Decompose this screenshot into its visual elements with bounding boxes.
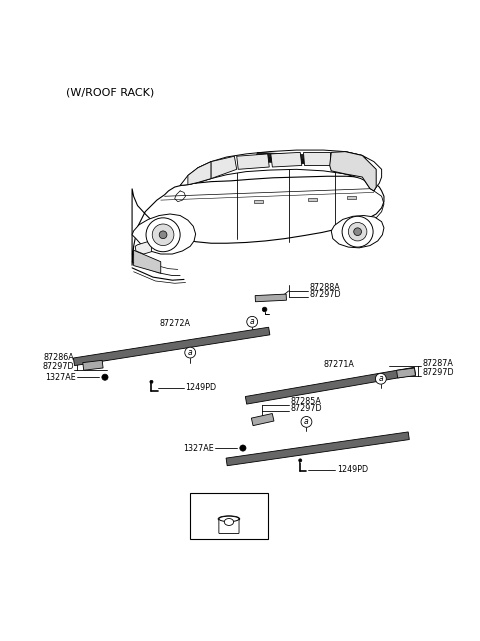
Polygon shape (211, 156, 237, 179)
Polygon shape (132, 214, 196, 254)
Polygon shape (255, 294, 287, 302)
Ellipse shape (219, 516, 239, 522)
Text: 87297D: 87297D (42, 362, 74, 371)
Polygon shape (188, 162, 211, 185)
Text: 87297D: 87297D (423, 368, 455, 377)
Polygon shape (133, 250, 161, 273)
Text: a: a (188, 348, 192, 357)
Circle shape (194, 495, 205, 506)
Circle shape (247, 317, 258, 327)
Circle shape (301, 417, 312, 428)
Text: a: a (197, 497, 202, 506)
Circle shape (102, 374, 108, 380)
Polygon shape (330, 152, 376, 191)
FancyBboxPatch shape (219, 518, 239, 533)
Text: 87272A: 87272A (159, 319, 190, 328)
Polygon shape (254, 200, 263, 203)
Circle shape (375, 373, 386, 384)
Text: 1327AE: 1327AE (45, 372, 75, 382)
Circle shape (240, 445, 246, 451)
Text: 1249PD: 1249PD (337, 465, 369, 474)
Polygon shape (226, 432, 409, 466)
Circle shape (299, 459, 302, 462)
Text: 87287A: 87287A (423, 359, 454, 368)
Polygon shape (331, 215, 384, 248)
Text: 87288A: 87288A (310, 283, 340, 292)
Text: a: a (250, 317, 254, 326)
Polygon shape (252, 157, 364, 166)
Polygon shape (73, 327, 270, 365)
Text: 87297D: 87297D (310, 290, 341, 299)
Text: 87271A: 87271A (324, 360, 354, 369)
Polygon shape (347, 196, 356, 199)
Polygon shape (308, 198, 317, 201)
Circle shape (354, 228, 361, 235)
Text: 1249PD: 1249PD (186, 383, 216, 392)
Polygon shape (252, 413, 274, 426)
Polygon shape (245, 367, 416, 404)
Text: a: a (379, 374, 383, 383)
Polygon shape (396, 368, 416, 378)
Polygon shape (83, 360, 103, 370)
Text: a: a (304, 417, 309, 426)
Text: 1327AE: 1327AE (183, 444, 214, 453)
Text: (W/ROOF RACK): (W/ROOF RACK) (66, 88, 155, 97)
Circle shape (348, 222, 367, 241)
Text: 87297D: 87297D (290, 404, 322, 413)
Text: 87285A: 87285A (290, 397, 321, 406)
Polygon shape (302, 153, 330, 165)
Circle shape (159, 231, 167, 238)
Circle shape (342, 216, 373, 247)
Circle shape (146, 218, 180, 252)
Circle shape (262, 307, 267, 312)
Polygon shape (271, 153, 302, 167)
Polygon shape (237, 154, 269, 169)
Polygon shape (255, 153, 366, 162)
Polygon shape (132, 176, 384, 265)
Circle shape (152, 224, 174, 246)
Ellipse shape (218, 516, 240, 522)
Polygon shape (135, 242, 152, 254)
Text: 86839: 86839 (207, 497, 236, 506)
Polygon shape (180, 150, 382, 187)
FancyBboxPatch shape (190, 493, 268, 539)
Circle shape (185, 347, 196, 358)
Circle shape (150, 380, 153, 383)
Ellipse shape (224, 519, 234, 526)
Text: 87286A: 87286A (43, 353, 74, 362)
